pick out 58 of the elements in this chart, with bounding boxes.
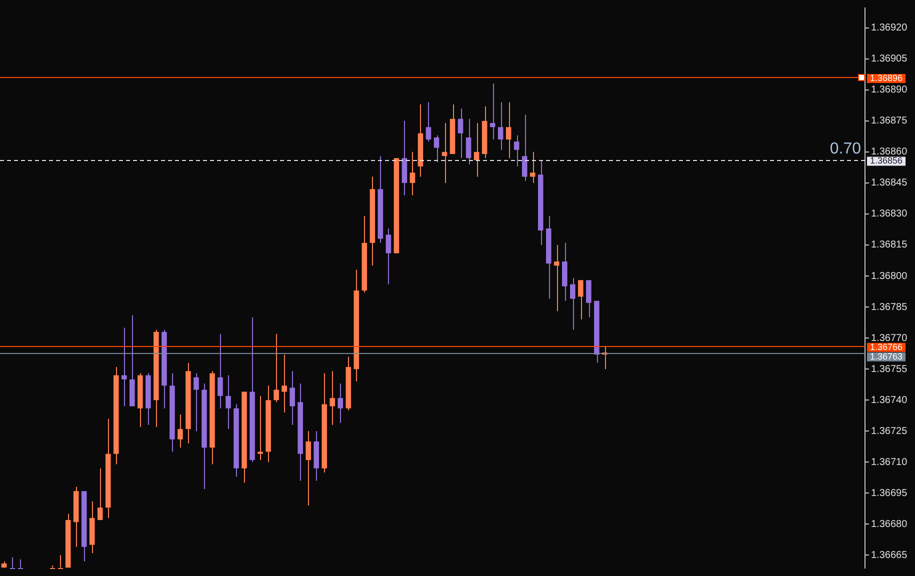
candlestick [386,228,392,285]
y-tick-label: 1.36770 [871,332,908,344]
candlestick [498,102,504,150]
y-tick-label: 1.36665 [871,550,908,561]
candlestick [50,565,56,569]
candlestick [338,383,344,424]
candlestick [514,134,520,167]
y-tick-label: 1.36815 [871,240,908,251]
y-tick-label: 1.36740 [871,394,908,406]
ref-line-label: 1.36763 [870,351,903,362]
candlestick [578,280,584,320]
candlestick [290,370,295,426]
candlestick [226,374,231,430]
candlestick [506,102,512,159]
candlestick [258,395,263,461]
candlestick [426,102,432,142]
y-tick-label: 1.36725 [871,426,908,437]
candlestick [178,414,183,448]
y-tick-label: 1.36875 [871,116,908,127]
candlestick [466,118,472,165]
annotation: 0.70 [830,140,862,158]
candlestick [442,122,448,184]
y-tick-label: 1.36695 [871,488,908,499]
candlestick [10,556,16,569]
y-tick-label: 1.36680 [871,518,908,530]
candlestick [458,108,464,159]
candlestick [330,370,336,426]
y-tick-label: 1.36890 [871,84,908,96]
candlestick [306,430,311,506]
candlestick [522,114,528,182]
candlestick [194,372,199,432]
y-tick-label: 1.36710 [871,456,908,468]
candlestick [122,327,127,407]
ref-line-label: 1.36856 [870,156,903,166]
candlestick [274,333,279,403]
y-tick-label: 1.36905 [871,54,908,65]
candlestick [474,122,480,178]
y-tick-label: 1.36860 [871,146,908,158]
candlestick [586,280,592,318]
candlestick [58,554,64,569]
y-tick-label: 1.36800 [871,270,908,282]
ref-line-label: 1.36896 [870,72,903,83]
ref-line-label: 1.36766 [870,342,903,352]
candlestick [218,333,223,409]
y-tick-label: 1.36845 [871,178,908,189]
candlestick [530,151,536,184]
y-tick-label: 1.36830 [871,208,908,220]
y-tick-label: 1.36755 [871,364,908,375]
y-tick-label: 1.36920 [871,22,908,34]
candlestick [554,244,560,312]
candlestick [282,354,287,413]
candlestick [490,83,496,140]
candlestick [18,558,24,569]
y-tick-label: 1.36785 [871,302,908,313]
candlestick [570,278,576,330]
candlestick [434,134,440,163]
candlestick [97,468,103,521]
candlestick [410,151,416,196]
